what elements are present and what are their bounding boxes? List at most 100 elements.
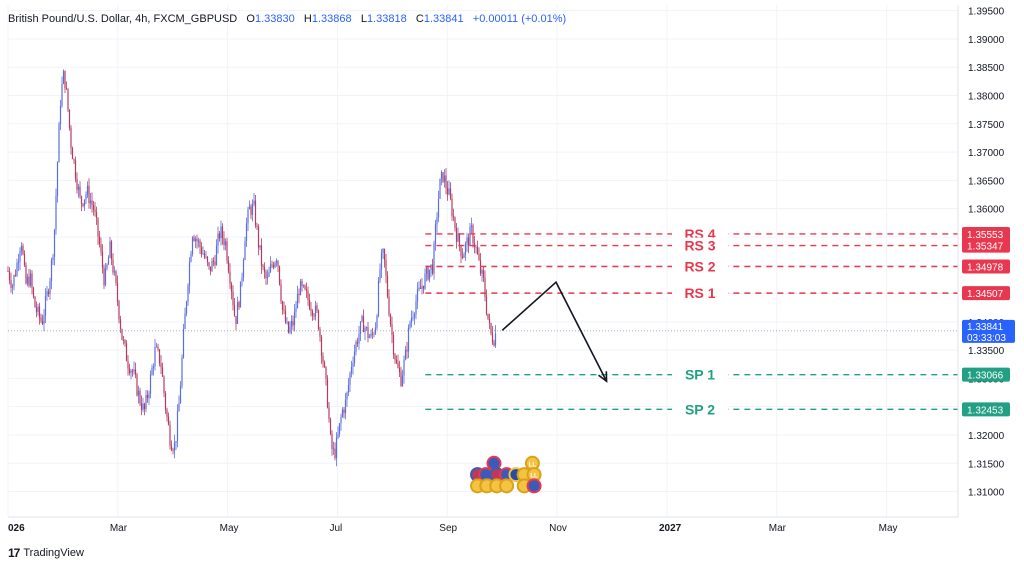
candle-body (113, 271, 116, 273)
candle-body (10, 280, 12, 288)
candle-body (106, 264, 108, 269)
candle-body (209, 266, 212, 272)
event-markers[interactable]: LL LL (470, 455, 542, 494)
candle-body (401, 375, 404, 386)
time-tick-label: Sep (439, 523, 457, 534)
open-value: 1.33830 (254, 13, 295, 25)
price-tick-label: 1.32000 (968, 431, 1005, 442)
candle-body (205, 256, 207, 258)
candle-body (82, 203, 84, 206)
candle-body (329, 418, 332, 434)
candle-body (71, 147, 74, 160)
candle-body (379, 269, 381, 281)
candle-body (55, 195, 57, 230)
price-axis[interactable]: 1.39500 1.39000 1.38500 1.38000 1.37500 1.370… (957, 5, 1015, 517)
candle-body (272, 264, 275, 268)
candle-body (346, 392, 348, 400)
candle-body (104, 268, 107, 286)
candle-body (140, 403, 143, 410)
candle-body (475, 246, 477, 248)
candle-body (221, 226, 224, 238)
candle-body (131, 370, 134, 372)
candle-body (254, 200, 257, 226)
candle-body (184, 313, 186, 329)
price-tick-label: 1.38000 (968, 92, 1005, 103)
candle-body (394, 354, 396, 360)
candle-body (38, 306, 41, 318)
candle-body (178, 403, 180, 412)
candle-body (62, 70, 65, 84)
candle-body (449, 188, 452, 199)
time-tick-label: May (879, 523, 898, 534)
candle-body (181, 357, 183, 387)
candle-body (97, 217, 99, 237)
brand-name: TradingView (23, 547, 84, 559)
candle-body (40, 317, 42, 321)
support-level-value: 1.32453 (967, 405, 1004, 416)
candle-body (418, 287, 420, 290)
candle-body (400, 371, 402, 386)
candle-body (206, 256, 209, 263)
time-axis[interactable]: 026 Mar May Jul Sep Nov 2027 Mar May (8, 516, 958, 534)
candle-body (317, 310, 320, 330)
candle-body (334, 448, 336, 459)
candle-body (326, 378, 329, 408)
candle-body (359, 321, 362, 334)
price-tick-label: 1.31000 (968, 488, 1005, 499)
candle-body (109, 241, 111, 258)
symbol-title[interactable]: British Pound/U.S. Dollar, 4h, FXCM_GBPU… (8, 13, 238, 25)
candle-body (65, 88, 68, 90)
candle-body (13, 275, 15, 287)
event-marker-label: LL (529, 462, 537, 468)
resistance-level-name: RS 2 (684, 258, 715, 274)
candle-body (167, 416, 170, 425)
price-tick-label: 1.31500 (968, 459, 1005, 470)
candle-body (170, 445, 173, 451)
candle-body (313, 315, 315, 317)
candle-body (46, 291, 48, 297)
candle-body (164, 393, 167, 410)
candle-body (454, 217, 456, 228)
candle-body (341, 409, 344, 417)
candle-body (304, 285, 306, 290)
candle-body (172, 450, 174, 452)
candle-body (79, 186, 81, 197)
tradingview-brand[interactable]: 17 TradingView (8, 546, 84, 560)
candle-body (236, 302, 239, 324)
support-level-badge (962, 402, 1010, 417)
level-lines: RS 4RS 3RS 2RS 1SP 1SP 2 (8, 225, 958, 418)
candle-body (485, 296, 488, 314)
candle-body (281, 301, 284, 310)
candle-body (493, 342, 495, 346)
candle-body (179, 386, 182, 404)
candle-body (397, 362, 399, 368)
candle-body (487, 313, 489, 319)
candle-body (23, 253, 26, 266)
candle-body (95, 212, 98, 218)
candle-body (220, 226, 222, 239)
open-label: O (246, 13, 255, 25)
candle-body (406, 349, 408, 352)
candle-body (86, 185, 89, 195)
candle-body (211, 260, 213, 272)
candle-body (260, 245, 263, 266)
candle-body (452, 216, 455, 218)
candle-body (427, 267, 429, 280)
candle-body (241, 277, 243, 282)
candle-body (70, 127, 72, 148)
candle-body (403, 359, 405, 376)
candle-body (386, 275, 389, 297)
candle-body (340, 416, 342, 424)
candle-body (196, 238, 198, 242)
candle-body (385, 260, 387, 276)
candle-body (295, 308, 297, 312)
candle-body (247, 209, 249, 224)
resistance-level-badge (962, 259, 1010, 274)
candle-body (412, 317, 414, 319)
candle-body (416, 289, 419, 302)
candle-body (253, 200, 255, 205)
candle-body (314, 305, 317, 317)
candle-body (251, 204, 254, 215)
candle-body (380, 252, 383, 270)
